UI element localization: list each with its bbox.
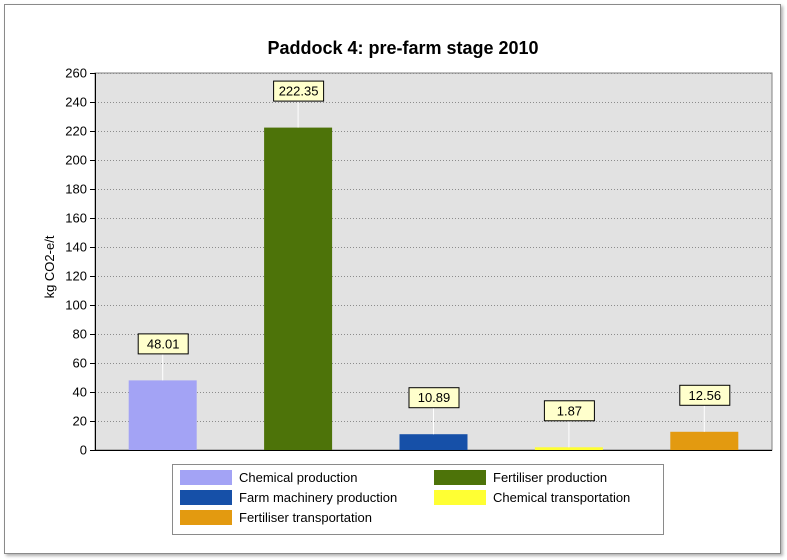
chart-title: Paddock 4: pre-farm stage 2010 [267,38,538,58]
chart-frame: Paddock 4: pre-farm stage 2010 kg CO2-e/… [4,4,781,554]
legend-swatch-fertiliser-transportation [180,510,232,525]
y-tick-label: 260 [65,66,87,81]
y-tick-label: 40 [73,385,87,400]
data-label: 12.56 [689,388,722,403]
bar-fertiliser-transportation [670,431,739,450]
legend-label-chemical-production: Chemical production [239,470,358,485]
y-tick-label: 80 [73,327,87,342]
legend-label-chemical-transportation: Chemical transportation [493,490,630,505]
data-label: 10.89 [418,390,451,405]
bar-chemical-production [128,380,197,450]
y-tick-label: 160 [65,211,87,226]
plot-area: 0 20 40 60 80 100 120 140 160 180 200 220 240 260 48.0… [65,66,773,458]
data-label-box [679,384,731,406]
data-label: 1.87 [557,403,582,418]
legend-label-fertiliser-transportation: Fertiliser transportation [239,510,372,525]
legend: Chemical production Fertiliser production… [172,464,664,535]
data-label-box [273,80,325,102]
y-tick-label: 200 [65,153,87,168]
legend-swatch-chemical-transportation [434,490,486,505]
y-axis-label: kg CO2-e/t [42,235,57,298]
data-label: 222.35 [279,84,319,99]
y-tick-label: 60 [73,356,87,371]
y-tick-label: 180 [65,182,87,197]
y-tick-label: 220 [65,124,87,139]
legend-box [172,464,664,535]
legend-label-fertiliser-production: Fertiliser production [493,470,607,485]
bar-chart: Paddock 4: pre-farm stage 2010 kg CO2-e/… [42,38,773,535]
plot-background [94,72,773,451]
y-tick-label: 120 [65,269,87,284]
data-label-box [408,387,460,409]
y-tick-label: 100 [65,298,87,313]
data-label-box [137,333,189,355]
bar-farm-machinery-production [399,434,468,450]
legend-label-farm-machinery-production: Farm machinery production [239,490,397,505]
bar-fertiliser-production [264,127,333,450]
legend-swatch-chemical-production [180,470,232,485]
legend-swatch-farm-machinery-production [180,490,232,505]
y-tick-label: 240 [65,95,87,110]
y-tick-label: 20 [73,414,87,429]
y-tick-label: 140 [65,240,87,255]
y-tick-label: 0 [80,443,87,458]
legend-swatch-fertiliser-production [434,470,486,485]
data-label: 48.01 [147,336,180,351]
data-label-box [543,400,595,422]
bar-chemical-transportation [534,447,603,450]
